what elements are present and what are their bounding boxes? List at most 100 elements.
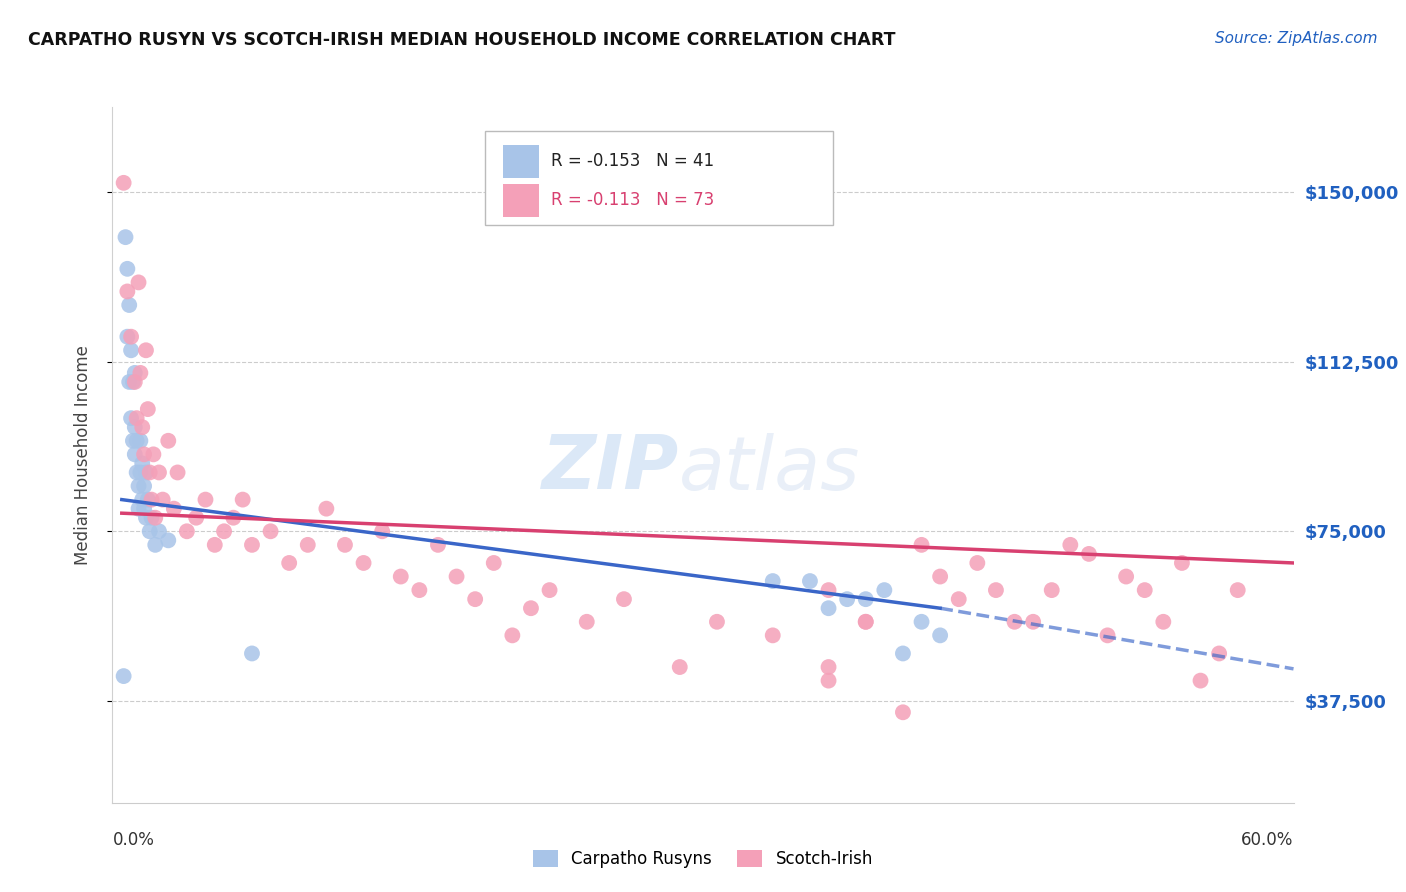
Point xyxy=(222,510,245,524)
Point xyxy=(120,329,142,343)
Point xyxy=(132,479,155,493)
Point xyxy=(817,673,839,688)
Point xyxy=(128,501,150,516)
Point xyxy=(128,479,150,493)
Point xyxy=(1022,615,1045,629)
Point xyxy=(929,628,952,642)
Point xyxy=(114,230,136,244)
Point xyxy=(136,492,159,507)
Point xyxy=(278,556,301,570)
Point xyxy=(891,706,914,720)
Point xyxy=(408,583,430,598)
Point xyxy=(855,592,877,607)
Point xyxy=(141,492,163,507)
Point xyxy=(157,434,180,448)
Point xyxy=(120,343,142,358)
Point xyxy=(112,176,135,190)
Point xyxy=(122,434,145,448)
Point xyxy=(259,524,281,539)
Point xyxy=(1226,583,1249,598)
Point xyxy=(176,524,198,539)
Point xyxy=(501,628,523,642)
Point xyxy=(118,298,141,312)
Text: 0.0%: 0.0% xyxy=(112,830,155,848)
Bar xyxy=(503,145,538,178)
Point xyxy=(166,466,188,480)
Point xyxy=(371,524,394,539)
Point xyxy=(1152,615,1174,629)
Point xyxy=(538,583,561,598)
Point xyxy=(125,466,148,480)
Text: R = -0.153   N = 41: R = -0.153 N = 41 xyxy=(551,153,714,170)
Point xyxy=(1059,538,1081,552)
Point xyxy=(128,276,150,290)
Point xyxy=(138,466,160,480)
Y-axis label: Median Household Income: Median Household Income xyxy=(73,345,91,565)
Point xyxy=(131,492,153,507)
Point xyxy=(1171,556,1194,570)
Point xyxy=(157,533,180,548)
Point xyxy=(135,466,157,480)
Point xyxy=(520,601,543,615)
Point xyxy=(333,538,356,552)
Point xyxy=(910,615,932,629)
Point xyxy=(1040,583,1063,598)
Point xyxy=(464,592,486,607)
Point xyxy=(132,501,155,516)
Point xyxy=(837,592,859,607)
Point xyxy=(1189,673,1212,688)
Text: 60.0%: 60.0% xyxy=(1241,830,1294,848)
Point xyxy=(212,524,235,539)
Point xyxy=(120,411,142,425)
Point xyxy=(315,501,337,516)
Point xyxy=(668,660,690,674)
Point xyxy=(426,538,449,552)
Point xyxy=(910,538,932,552)
Point xyxy=(112,669,135,683)
Text: CARPATHO RUSYN VS SCOTCH-IRISH MEDIAN HOUSEHOLD INCOME CORRELATION CHART: CARPATHO RUSYN VS SCOTCH-IRISH MEDIAN HO… xyxy=(28,31,896,49)
Point xyxy=(131,457,153,471)
Point xyxy=(143,538,166,552)
Point xyxy=(136,402,159,417)
Point xyxy=(131,420,153,434)
Point xyxy=(1115,569,1137,583)
Point xyxy=(297,538,319,552)
Point xyxy=(117,329,139,343)
Point xyxy=(389,569,412,583)
Point xyxy=(186,510,208,524)
Point xyxy=(353,556,375,570)
Point xyxy=(124,420,146,434)
Point xyxy=(138,524,160,539)
Text: ZIP: ZIP xyxy=(543,433,679,506)
Point xyxy=(132,447,155,461)
Point xyxy=(124,366,146,380)
Point xyxy=(966,556,988,570)
Text: atlas: atlas xyxy=(679,433,860,505)
Text: Source: ZipAtlas.com: Source: ZipAtlas.com xyxy=(1215,31,1378,46)
Point xyxy=(125,411,148,425)
Point xyxy=(762,628,785,642)
Point xyxy=(1208,647,1230,661)
Point xyxy=(240,647,263,661)
Point xyxy=(135,343,157,358)
Point xyxy=(613,592,636,607)
Point xyxy=(762,574,785,588)
Point xyxy=(124,447,146,461)
Point xyxy=(1133,583,1156,598)
Point xyxy=(117,285,139,299)
Point xyxy=(143,510,166,524)
Point xyxy=(1004,615,1026,629)
Point xyxy=(891,647,914,661)
Point xyxy=(135,510,157,524)
Point xyxy=(984,583,1007,598)
Point xyxy=(575,615,598,629)
Point xyxy=(1097,628,1119,642)
Point xyxy=(117,261,139,276)
Point xyxy=(124,375,146,389)
Point xyxy=(152,492,174,507)
Point xyxy=(817,583,839,598)
Point xyxy=(855,615,877,629)
Point xyxy=(799,574,821,588)
Point xyxy=(204,538,226,552)
Point xyxy=(148,466,170,480)
